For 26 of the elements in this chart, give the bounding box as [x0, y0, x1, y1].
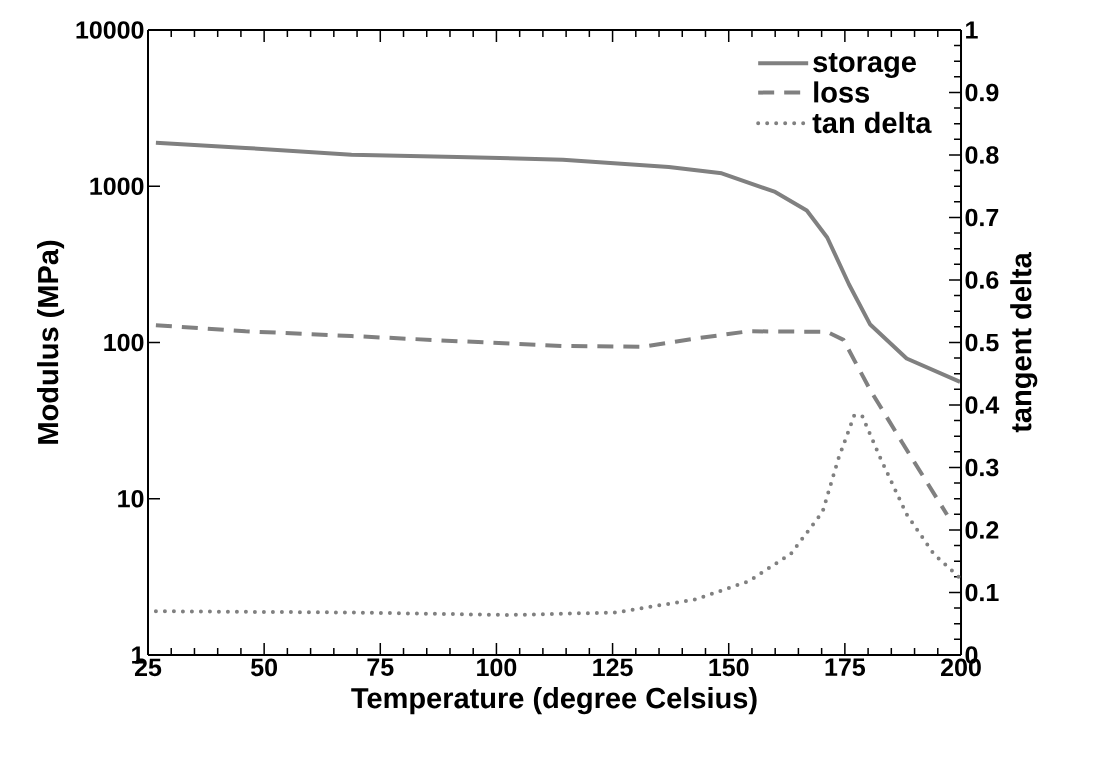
y-tick-label: 10000 — [76, 21, 144, 39]
y-tick-label: 1000 — [90, 177, 144, 196]
y2-tick-label: 0.8 — [965, 146, 999, 164]
y2-tick-label: 0.9 — [965, 83, 999, 102]
x-tick-label: 50 — [251, 658, 278, 677]
x-tick-label: 150 — [709, 658, 749, 677]
legend-label: tan delta — [812, 111, 932, 134]
x-tick-label: 100 — [477, 658, 517, 677]
y-tick-label: 10 — [118, 489, 144, 508]
y2-tick-label: 0.3 — [965, 458, 999, 477]
legend-label: storage — [813, 52, 916, 79]
y2-tick-label: 1 — [966, 21, 978, 39]
y2-tick-label: 0.6 — [965, 271, 999, 289]
x-tick-label: 75 — [367, 658, 394, 676]
y2-tick-label: 0.4 — [965, 396, 1000, 414]
y2-tick-label: 0.2 — [965, 521, 999, 539]
y2-axis-title: tangent delta — [1010, 252, 1038, 433]
y2-tick-label: 0.7 — [965, 208, 999, 227]
x-axis-title: Temperature (degree Celsius) — [351, 687, 757, 715]
y-tick-label: 100 — [104, 333, 144, 352]
y-axis-title: Modulus (MPa) — [37, 240, 65, 444]
y2-tick-label: 0.1 — [965, 583, 999, 602]
x-tick-label: 175 — [825, 658, 866, 676]
x-tick-label: 125 — [593, 658, 633, 677]
legend-label: loss — [814, 81, 870, 103]
y2-tick-label: 0.5 — [965, 333, 999, 352]
